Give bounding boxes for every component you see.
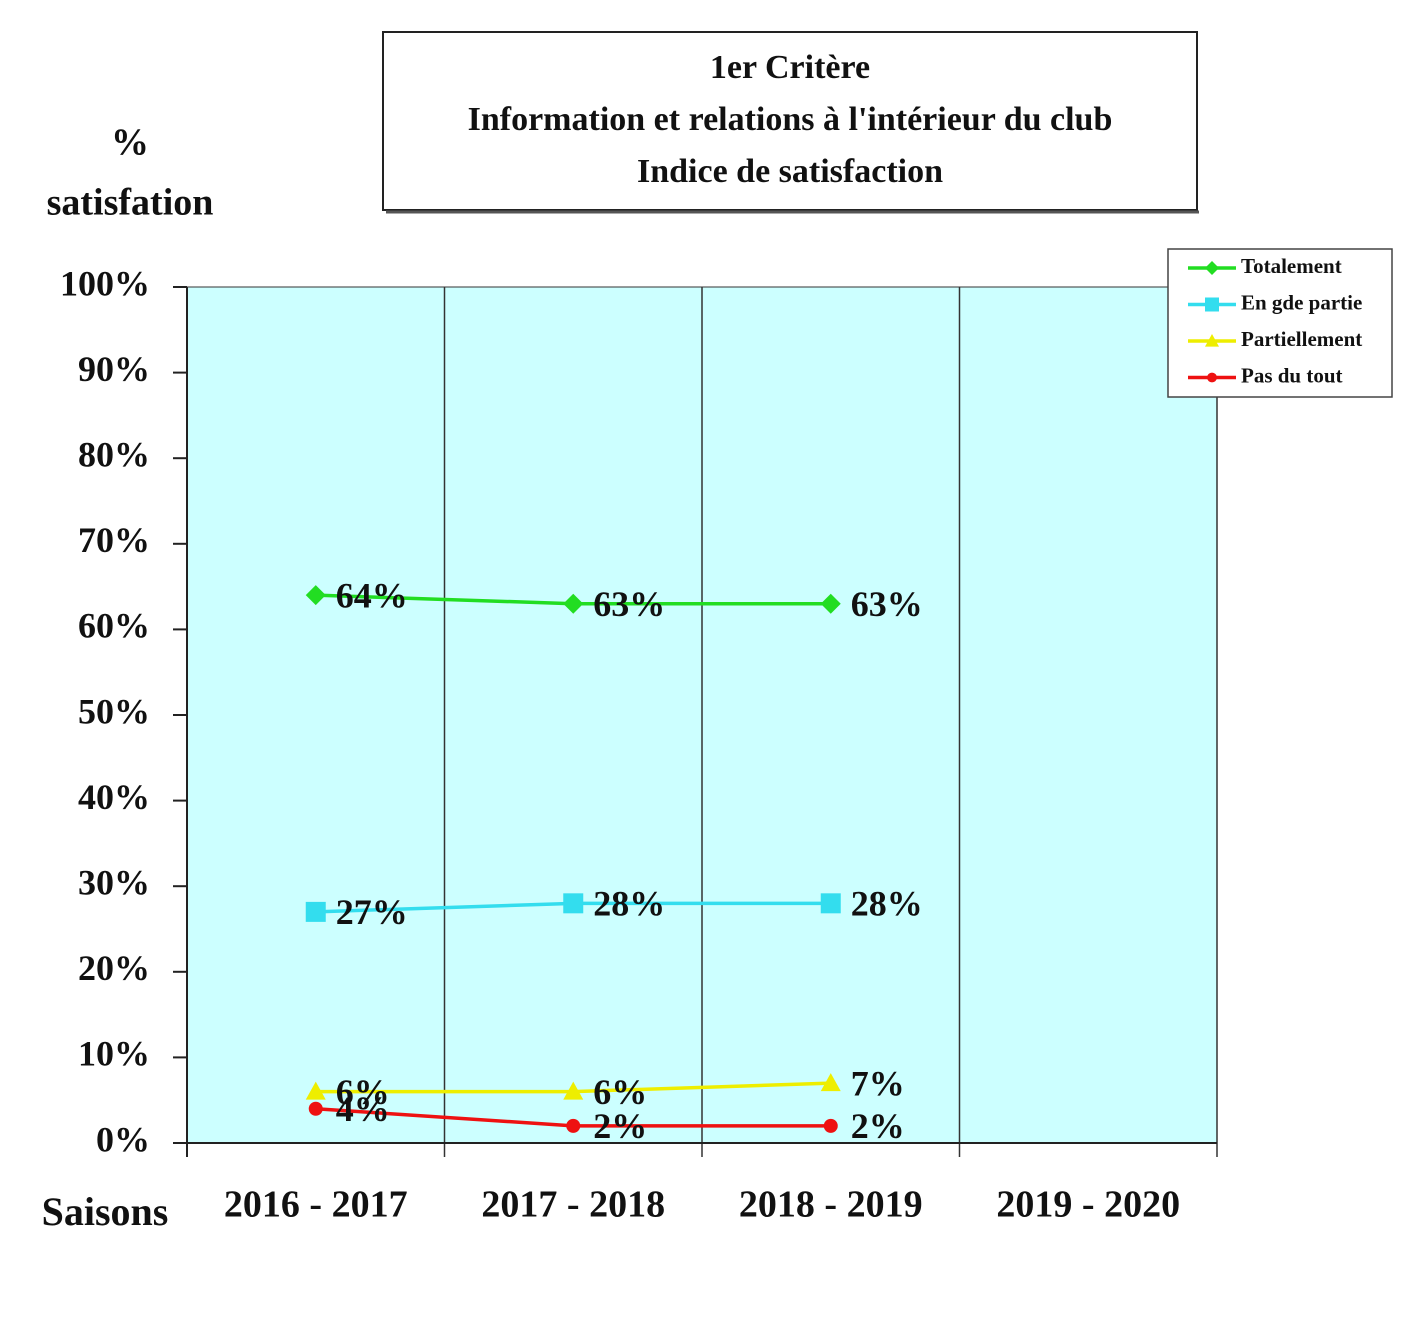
legend-box	[1167, 248, 1393, 398]
y-tick-label: 70%	[78, 520, 150, 560]
y-tick-label: 10%	[78, 1034, 150, 1074]
marker	[563, 593, 584, 614]
y-tick-label: 50%	[78, 691, 150, 731]
data-label: 63%	[851, 584, 923, 624]
data-label: 63%	[593, 584, 665, 624]
y-tick-label: 80%	[78, 434, 150, 474]
data-label: 2%	[851, 1106, 905, 1146]
marker	[820, 893, 841, 914]
chart-title: Information et relations à l'intérieur d…	[468, 101, 1113, 138]
data-label: 28%	[593, 884, 665, 924]
data-label: 27%	[336, 892, 408, 932]
marker	[823, 1118, 838, 1133]
legend-marker	[1205, 261, 1219, 275]
marker	[305, 1081, 326, 1100]
title-box	[382, 31, 1198, 211]
chart-title: Indice de satisfaction	[637, 153, 943, 190]
y-tick-label: 90%	[78, 349, 150, 389]
y-tick-label: 30%	[78, 862, 150, 902]
data-label: 2%	[593, 1106, 647, 1146]
y-tick-label: 60%	[78, 606, 150, 646]
marker	[305, 585, 326, 606]
marker	[563, 893, 584, 914]
y-tick-label: 100%	[60, 263, 150, 303]
legend-label: En gde partie	[1241, 290, 1362, 314]
x-tick-label: 2016 - 2017	[224, 1184, 408, 1226]
x-tick-label: 2018 - 2019	[739, 1184, 923, 1226]
marker	[820, 1073, 841, 1092]
marker	[820, 593, 841, 614]
legend-marker	[1207, 372, 1217, 383]
marker	[308, 1101, 323, 1116]
data-label: 7%	[851, 1063, 905, 1103]
data-label: 4%	[336, 1089, 390, 1129]
y-tick-label: 40%	[78, 777, 150, 817]
chart-title: 1er Critère	[710, 49, 870, 86]
legend-marker	[1205, 334, 1219, 347]
data-label: 64%	[336, 575, 408, 615]
legend-label: Totalement	[1241, 254, 1342, 278]
x-axis-label: Saisons	[42, 1189, 169, 1234]
x-tick-label: 2017 - 2018	[481, 1184, 665, 1226]
marker	[305, 901, 326, 922]
y-tick-label: 20%	[78, 948, 150, 988]
legend-label: Pas du tout	[1241, 363, 1343, 387]
data-label: 6%	[593, 1072, 647, 1112]
y-axis-label: %	[111, 122, 149, 164]
marker	[566, 1118, 581, 1133]
y-tick-label: 0%	[96, 1119, 150, 1159]
data-label: 6%	[336, 1072, 390, 1112]
y-axis-label: satisfation	[47, 182, 214, 224]
marker	[563, 1081, 584, 1100]
data-label: 28%	[851, 884, 923, 924]
legend-marker	[1205, 297, 1219, 312]
x-tick-label: 2019 - 2020	[996, 1184, 1180, 1226]
legend-label: Partiellement	[1241, 327, 1362, 351]
